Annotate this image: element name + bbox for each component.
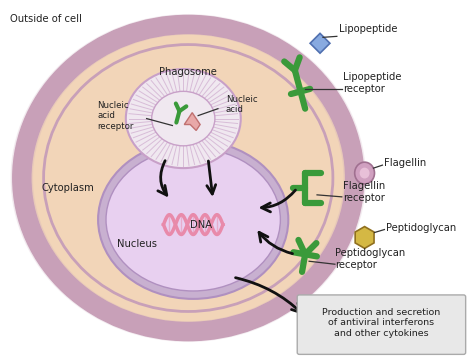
Text: Peptidoglycan: Peptidoglycan [386,223,456,232]
Ellipse shape [22,25,355,332]
Text: Peptidoglycan
receptor: Peptidoglycan receptor [335,248,405,270]
Text: DNA: DNA [190,219,212,230]
Polygon shape [310,33,330,53]
Text: Nucleic
acid: Nucleic acid [226,95,257,114]
Text: Flagellin: Flagellin [384,158,427,168]
Ellipse shape [360,168,370,179]
Text: Phagosome: Phagosome [159,67,217,77]
Ellipse shape [126,69,241,168]
Ellipse shape [106,148,281,291]
Ellipse shape [152,91,215,146]
Text: Nucleus: Nucleus [117,239,157,249]
Ellipse shape [98,140,288,299]
Ellipse shape [355,162,374,184]
Text: Nucleic
acid
receptor: Nucleic acid receptor [97,101,134,131]
Text: Cytoplasm: Cytoplasm [42,183,94,193]
Text: Outside of cell: Outside of cell [10,14,82,23]
Polygon shape [184,113,200,130]
Text: Production and secretion
of antiviral interferons
and other cytokines: Production and secretion of antiviral in… [322,308,440,338]
FancyBboxPatch shape [297,295,465,355]
Text: Lipopeptide: Lipopeptide [339,25,397,34]
Text: Lipopeptide
receptor: Lipopeptide receptor [343,72,401,94]
Text: Flagellin
receptor: Flagellin receptor [343,181,385,203]
